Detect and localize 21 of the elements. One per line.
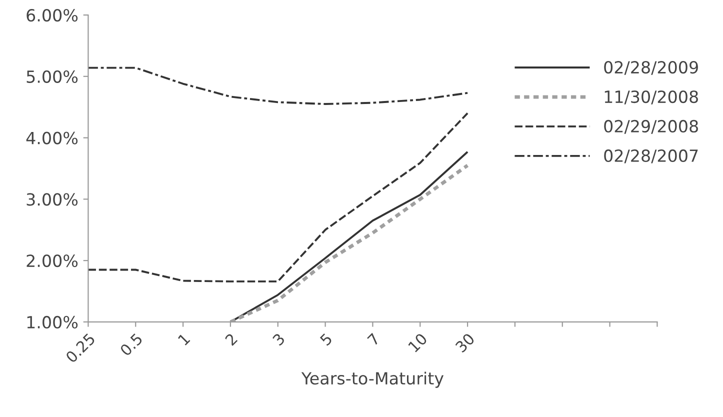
y-tick-label: 6.00% [26,8,78,22]
x-tick-label: 0.5 [119,332,144,356]
x-tick-label: 3 [272,332,286,346]
x-tick-label: 30 [454,332,476,353]
legend-label: 02/29/2008 [604,120,698,134]
line-series [88,66,469,105]
y-tick-label: 4.00% [26,132,78,144]
legend-label: 11/30/2008 [604,90,698,104]
x-tick-label: 7 [367,332,380,346]
legend-label: 02/28/2007 [604,149,698,164]
x-tick-label: 5 [320,332,333,346]
x-tick-label: 10 [408,332,428,353]
line-series [88,112,469,282]
y-tick-label: 2.00% [26,254,78,268]
y-tick-label: 3.00% [26,193,78,206]
legend-label: 02/28/2009 [604,60,698,75]
x-tick-label: 2 [224,332,238,346]
y-tick-label: 1.00% [27,316,78,328]
x-axis-title: Years-to-Maturity [301,372,444,388]
y-tick-label: 5.00% [26,70,78,83]
x-tick-label: 1 [178,332,190,346]
